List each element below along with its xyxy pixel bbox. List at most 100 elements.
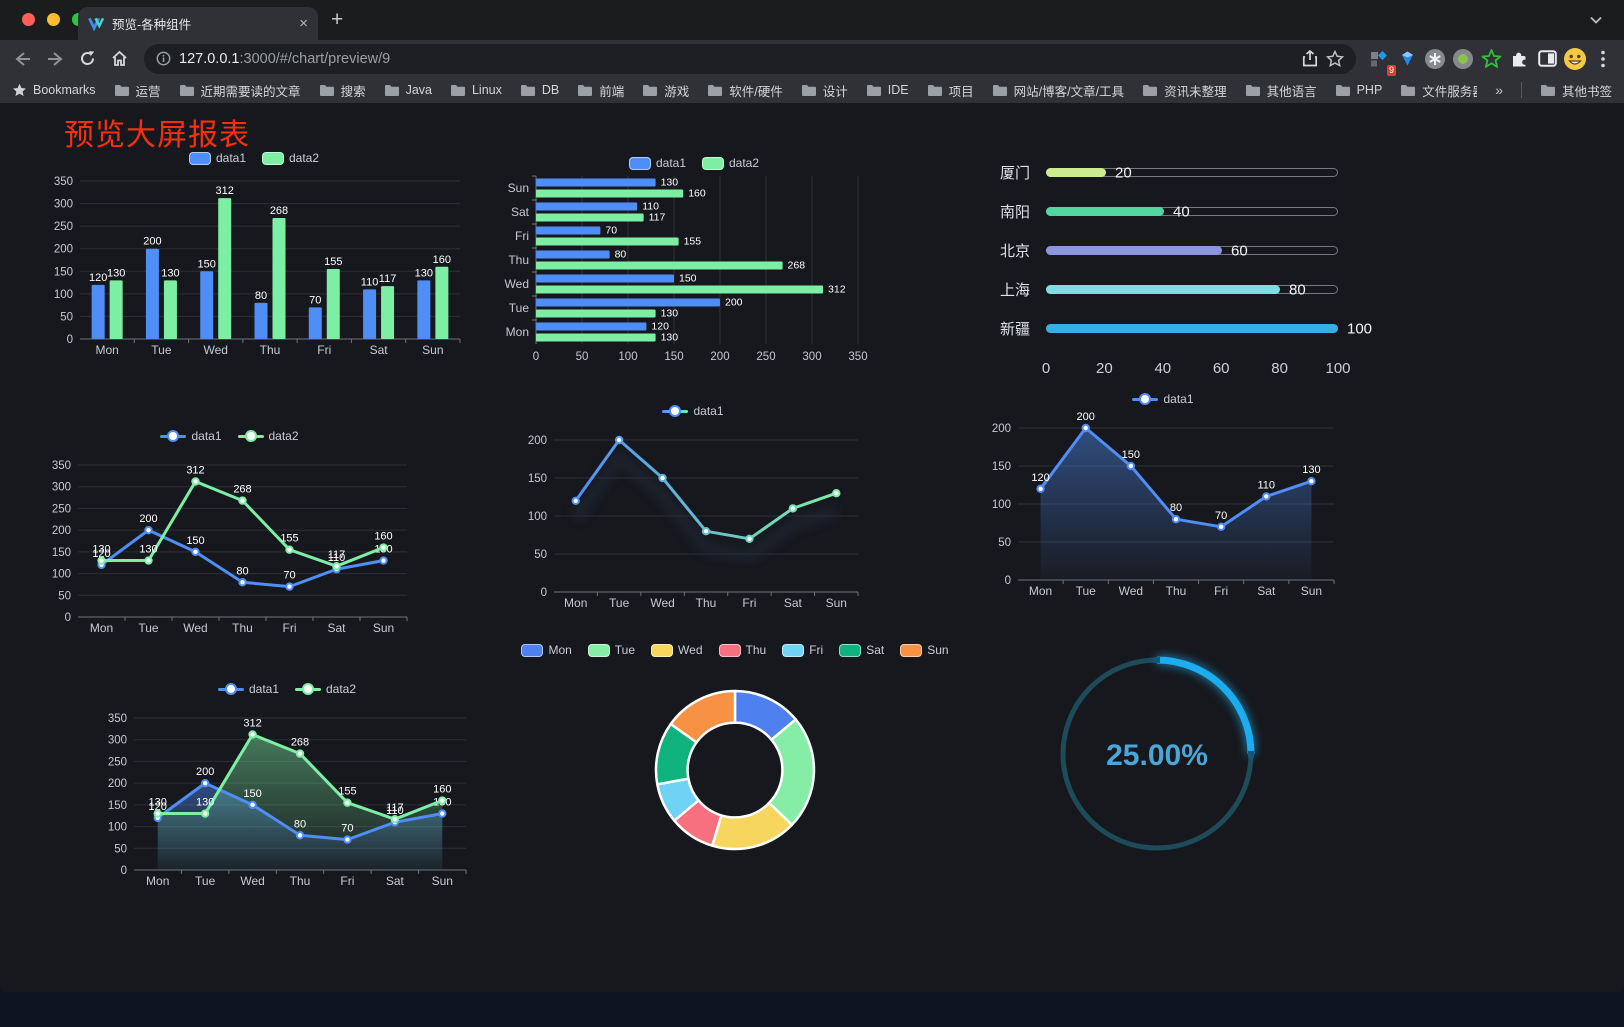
legend-swatch	[651, 643, 674, 657]
profile-avatar[interactable]	[1562, 46, 1588, 72]
bookmark-folder-label: 运营	[135, 84, 161, 99]
legend-item-data2[interactable]: data2	[262, 151, 319, 165]
bookmark-folder[interactable]: 运营	[114, 81, 161, 100]
bookmark-folder[interactable]: 软件/硬件	[707, 81, 783, 100]
other-bookmarks-label: 其他书签	[1561, 84, 1612, 99]
legend-item-Tue[interactable]: Tue	[587, 643, 635, 657]
bookmark-folder[interactable]: PHP	[1335, 81, 1382, 100]
tab-close-icon[interactable]: ×	[299, 15, 308, 32]
svg-text:130: 130	[161, 267, 179, 279]
svg-text:350: 350	[54, 176, 73, 188]
bookmark-folder[interactable]: 游戏	[642, 81, 689, 100]
svg-text:0: 0	[67, 334, 73, 346]
bookmark-folder[interactable]: Linux	[450, 81, 502, 100]
legend-item-Fri[interactable]: Fri	[782, 643, 823, 657]
svg-text:160: 160	[433, 784, 451, 796]
forward-button[interactable]	[40, 44, 70, 74]
bookmark-folder[interactable]: 文件服务器	[1400, 81, 1477, 100]
svg-text:Fri: Fri	[340, 874, 354, 888]
svg-text:150: 150	[1122, 449, 1140, 461]
legend-item-data2[interactable]: data2	[295, 682, 356, 696]
svg-text:150: 150	[52, 547, 71, 559]
legend-swatch	[1132, 393, 1159, 405]
site-favicon	[88, 17, 104, 31]
svg-text:130: 130	[661, 332, 679, 344]
extensions-puzzle-icon[interactable]	[1506, 46, 1532, 72]
extension-green-star-icon[interactable]	[1478, 46, 1504, 72]
browser-tab[interactable]: 预览-各种组件 ×	[78, 7, 318, 40]
svg-text:Sat: Sat	[1257, 584, 1276, 598]
svg-text:Sat: Sat	[370, 343, 389, 357]
side-panel-icon[interactable]	[1534, 46, 1560, 72]
svg-text:70: 70	[309, 294, 321, 306]
svg-text:0: 0	[65, 612, 71, 624]
bookmark-folder[interactable]: 搜索	[319, 81, 366, 100]
legend-item-data2[interactable]: data2	[237, 429, 299, 443]
extension-asterisk-icon[interactable]	[1422, 46, 1448, 72]
folder-icon	[520, 84, 535, 96]
svg-text:Tue: Tue	[509, 301, 530, 315]
progress-label: 新疆	[1000, 321, 1031, 338]
folder-icon	[801, 84, 816, 96]
other-bookmarks-item[interactable]: 其他书签	[1540, 81, 1612, 100]
extension-proxy-icon[interactable]: 9	[1366, 46, 1396, 76]
legend-item-data1[interactable]: data1	[628, 156, 686, 170]
legend-item-data1[interactable]: data1	[662, 404, 724, 418]
legend-item-data1[interactable]: data1	[1132, 392, 1194, 406]
bookmark-folder[interactable]: 其他语言	[1245, 81, 1317, 100]
svg-text:155: 155	[324, 256, 342, 268]
bookmark-folder[interactable]: 资讯未整理	[1142, 81, 1227, 100]
bookmark-star-icon[interactable]	[1326, 50, 1344, 67]
svg-text:80: 80	[294, 818, 306, 830]
bookmark-folder-label: 资讯未整理	[1164, 84, 1227, 99]
bookmark-folder[interactable]: 近期需要读的文章	[179, 81, 301, 100]
legend-item-Sun[interactable]: Sun	[900, 643, 949, 657]
extension-gem-icon[interactable]	[1394, 46, 1420, 72]
bookmark-folder[interactable]: DB	[520, 81, 559, 100]
legend-item-data1[interactable]: data1	[188, 151, 246, 165]
legend-item-data2[interactable]: data2	[702, 156, 759, 170]
legend-item-data1[interactable]: data1	[217, 682, 279, 696]
bookmark-folder[interactable]: IDE	[866, 81, 909, 100]
new-tab-button[interactable]: +	[331, 8, 344, 31]
address-bar[interactable]: 127.0.0.1:3000/#/chart/preview/9	[144, 43, 1356, 74]
svg-text:117: 117	[379, 273, 397, 285]
legend-item-Wed[interactable]: Wed	[651, 643, 703, 657]
bookmarks-root-item[interactable]: Bookmarks	[12, 83, 96, 97]
site-info-icon[interactable]	[156, 51, 171, 66]
bookmark-folder-label: 文件服务器	[1422, 84, 1477, 99]
svg-text:200: 200	[139, 513, 157, 525]
bookmark-folder[interactable]: Java	[384, 81, 432, 100]
folder-icon	[1143, 84, 1158, 96]
bookmark-folder[interactable]: 网站/博客/文章/工具	[992, 81, 1124, 100]
svg-text:Fri: Fri	[283, 621, 297, 635]
bookmarks-overflow-chevron[interactable]: »	[1495, 82, 1503, 98]
extension-green-dot-icon[interactable]	[1450, 46, 1476, 72]
home-button[interactable]	[104, 44, 134, 74]
progress-value: 20	[1115, 164, 1132, 181]
url-text[interactable]: 127.0.0.1:3000/#/chart/preview/9	[179, 51, 1294, 67]
bookmark-folder[interactable]: 前端	[577, 81, 624, 100]
legend-label: data2	[326, 682, 357, 696]
bookmark-folder-label: 网站/博客/文章/工具	[1013, 84, 1125, 99]
legend-item-data1[interactable]: data1	[160, 429, 222, 443]
close-window-button[interactable]	[22, 13, 35, 26]
bookmark-folder-label: 近期需要读的文章	[200, 84, 301, 99]
legend-item-Thu[interactable]: Thu	[718, 643, 766, 657]
legend-item-Sat[interactable]: Sat	[839, 643, 884, 657]
svg-text:Thu: Thu	[232, 621, 253, 635]
back-button[interactable]	[8, 44, 38, 74]
progress-track: 100	[1046, 320, 1372, 337]
tab-search-chevron-icon[interactable]	[1590, 16, 1602, 24]
svg-text:Thu: Thu	[696, 596, 717, 610]
browser-menu-icon[interactable]	[1590, 46, 1616, 72]
svg-text:268: 268	[270, 205, 288, 217]
legend-label: data1	[655, 156, 686, 170]
share-icon[interactable]	[1302, 50, 1318, 67]
bookmark-folder[interactable]: 项目	[927, 81, 974, 100]
svg-text:50: 50	[58, 590, 71, 602]
bookmark-folder[interactable]: 设计	[801, 81, 848, 100]
reload-button[interactable]	[72, 44, 102, 74]
minimize-window-button[interactable]	[47, 13, 60, 26]
legend-item-Mon[interactable]: Mon	[521, 643, 572, 657]
